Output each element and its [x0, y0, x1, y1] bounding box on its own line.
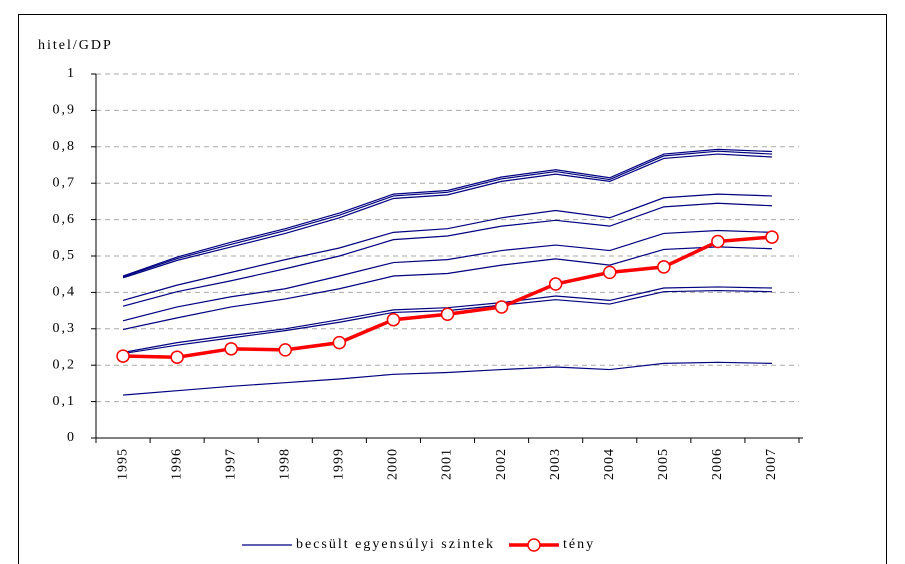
y-tick-label: 0,9 [53, 103, 77, 118]
y-tick-label: 0,5 [53, 248, 77, 263]
series-line [122, 153, 772, 279]
x-tick-label: 1995 [115, 448, 130, 480]
y-tick-label: 0,1 [53, 394, 77, 409]
legend-label: becsült egyensúlyi szintek [296, 537, 495, 552]
y-tick-label: 0,2 [53, 357, 77, 372]
x-tick-label: 1997 [223, 448, 238, 480]
x-tick-label: 1999 [332, 448, 347, 480]
y-tick-label: 0 [67, 430, 76, 445]
series-line [122, 193, 772, 301]
data-point [332, 335, 347, 350]
x-tick-label: 2002 [494, 448, 509, 480]
x-tick-label: 2001 [440, 448, 455, 480]
data-point [548, 277, 563, 291]
x-tick-label: 2007 [764, 448, 779, 480]
data-point [494, 300, 509, 314]
data-point [440, 307, 455, 321]
data-point [116, 349, 130, 363]
legend-label: tény [563, 537, 595, 552]
series-line [122, 229, 772, 322]
x-tick-label: 1998 [277, 448, 292, 480]
frame [18, 14, 887, 564]
data-point [386, 312, 401, 327]
data-point [711, 234, 725, 249]
data-point [602, 265, 617, 280]
series-line [122, 202, 772, 307]
data-point [657, 260, 671, 274]
x-tick-label: 2006 [710, 448, 725, 480]
x-tick-label: 1996 [169, 448, 184, 480]
x-tick-label: 2004 [602, 448, 617, 480]
series-line [122, 148, 772, 277]
x-tick-label: 2005 [656, 448, 671, 480]
data-point [170, 350, 184, 364]
series-line [122, 361, 772, 396]
y-tick-label: 0,4 [53, 285, 77, 300]
y-tick-label: 0,8 [53, 139, 77, 154]
y-axis-label: hitel/GDP [38, 38, 113, 53]
legend-marker [527, 538, 541, 552]
data-point [765, 230, 779, 244]
series-line [122, 246, 772, 331]
series-line [122, 150, 772, 278]
x-tick-label: 2003 [548, 448, 563, 480]
y-tick-label: 0,6 [53, 212, 77, 227]
data-point [224, 342, 238, 356]
y-tick-label: 0,7 [53, 175, 77, 190]
data-point [278, 343, 293, 357]
y-tick-label: 1 [67, 66, 76, 81]
x-tick-label: 2000 [386, 448, 401, 480]
series-line [122, 289, 772, 355]
y-tick-label: 0,3 [53, 321, 77, 336]
